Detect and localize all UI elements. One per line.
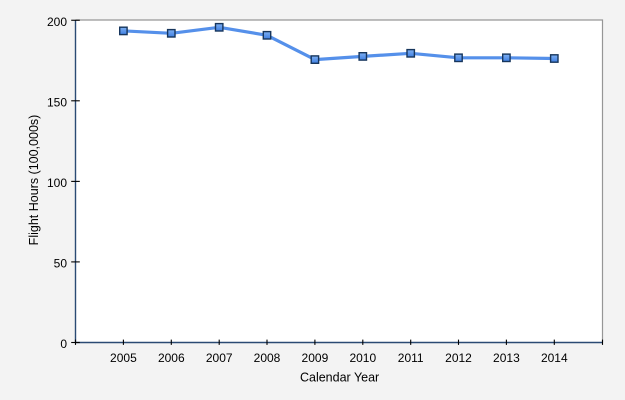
svg-text:2009: 2009 bbox=[302, 351, 329, 365]
svg-text:50: 50 bbox=[54, 257, 68, 271]
svg-text:2005: 2005 bbox=[110, 351, 137, 365]
svg-text:2008: 2008 bbox=[254, 351, 281, 365]
svg-text:0: 0 bbox=[60, 337, 67, 351]
svg-text:2013: 2013 bbox=[493, 351, 520, 365]
svg-text:2012: 2012 bbox=[445, 351, 472, 365]
svg-text:150: 150 bbox=[47, 95, 67, 109]
svg-text:100: 100 bbox=[47, 176, 67, 190]
svg-text:2010: 2010 bbox=[349, 351, 376, 365]
svg-text:200: 200 bbox=[47, 15, 67, 29]
svg-text:2014: 2014 bbox=[541, 351, 568, 365]
svg-text:Flight Hours (100,000s): Flight Hours (100,000s) bbox=[27, 115, 41, 246]
svg-text:Calendar Year: Calendar Year bbox=[300, 371, 379, 385]
svg-text:2011: 2011 bbox=[398, 351, 424, 365]
svg-text:2006: 2006 bbox=[158, 351, 185, 365]
svg-text:2007: 2007 bbox=[206, 351, 233, 365]
